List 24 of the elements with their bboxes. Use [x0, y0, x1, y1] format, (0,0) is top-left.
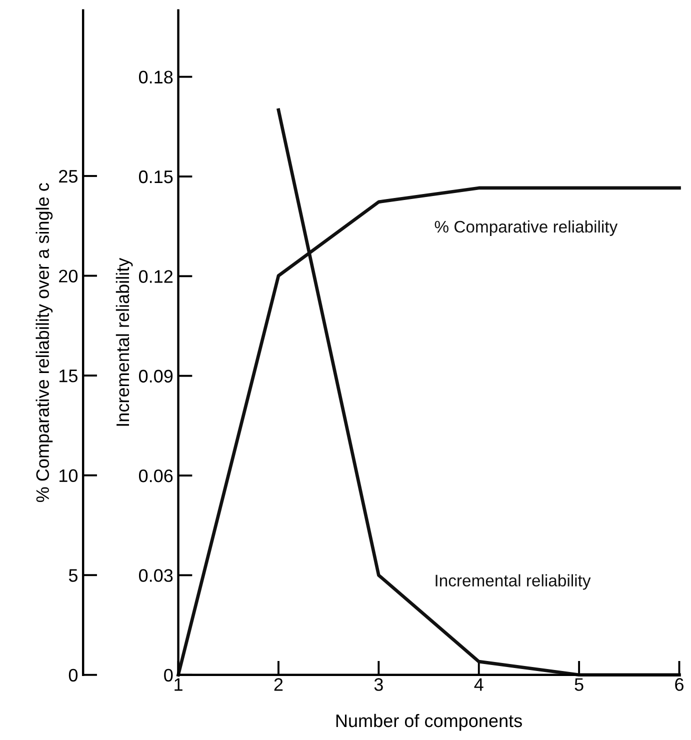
x-tick-label: 5	[574, 678, 584, 691]
y-tick-label: 0.15	[138, 170, 173, 184]
y2-tick-label: 15	[60, 370, 78, 382]
y2-tick-label: 25	[59, 170, 78, 183]
x-tick-label: 2	[274, 678, 283, 691]
y-tick-label: 0.06	[138, 469, 173, 482]
y2-tick-label: 0	[68, 668, 78, 682]
y-axis-title: Incremental reliability	[116, 258, 133, 426]
series-label: Incremental reliability	[436, 574, 591, 590]
x-tick-label: 1	[174, 678, 182, 691]
series-label: % Comparative reliability	[434, 220, 618, 236]
x-axis-title: Number of components	[336, 714, 522, 731]
y-tick-label: 0.12	[138, 270, 173, 283]
y2-tick-label: 20	[59, 270, 78, 282]
y-tick-label: 0.09	[138, 370, 173, 383]
y2-tick-label: 5	[68, 569, 78, 582]
y2-axis-title: % Comparative reliability over a single c	[36, 183, 53, 502]
x-tick-label: 6	[675, 678, 684, 691]
y-tick-label: 0.03	[138, 569, 173, 582]
x-tick-label: 3	[374, 678, 383, 691]
y-tick-label: 0.18	[138, 70, 173, 84]
y-tick-label: 0	[164, 668, 173, 682]
x-tick-label: 4	[474, 678, 484, 691]
y2-tick-label: 10	[60, 469, 78, 482]
